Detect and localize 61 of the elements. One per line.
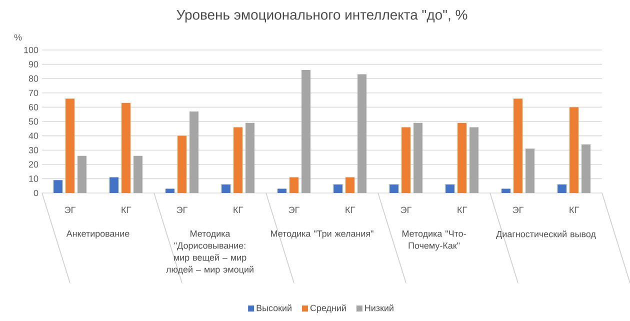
text: Диагностический вывод (496, 230, 596, 239)
legend-label: Низкий (365, 304, 394, 312)
y-tick-label: 30 (28, 146, 38, 154)
bar (54, 180, 63, 193)
bar (514, 98, 523, 193)
bar (66, 98, 75, 193)
y-tick-label: 20 (28, 161, 38, 168)
bar (570, 107, 579, 193)
x-tick-label: ЭГ (400, 206, 412, 214)
bar (334, 184, 343, 193)
y-tick-label: 100 (24, 46, 38, 54)
bar (110, 177, 119, 193)
bar (446, 184, 455, 193)
text: Методика "Дорисовывание: мир вещей – мир людей – мир эмоций (166, 230, 254, 274)
bar (122, 102, 131, 193)
bar (222, 184, 231, 193)
bar (178, 136, 187, 193)
y-axis-title: % (14, 34, 22, 40)
bar (402, 127, 411, 193)
x-tick-label: ЭГ (176, 206, 188, 214)
x-tick-label: КГ (234, 206, 243, 213)
legend-label: Высокий (256, 304, 292, 312)
bar (358, 74, 367, 193)
x-tick-label: ЭГ (512, 206, 524, 214)
x-tick-label: ЭГ (288, 206, 300, 214)
bar (190, 111, 199, 193)
bar (134, 156, 143, 193)
bar (290, 177, 299, 193)
chart-title: Уровень эмоционального интеллекта "до", % (176, 10, 468, 22)
bar (470, 127, 479, 193)
x-tick-label: КГ (346, 206, 355, 213)
x-tick-label: ЭГ (64, 206, 76, 214)
legend-label: Средний (310, 304, 346, 313)
bar (234, 127, 243, 193)
bar (582, 144, 591, 193)
y-tick-label: 50 (28, 118, 38, 125)
y-tick-label: 10 (29, 176, 38, 182)
y-tick-label: 0 (34, 190, 38, 196)
text: Методика "Что-Почему-Как" (402, 230, 466, 251)
bar (526, 148, 535, 193)
y-tick-label: 40 (28, 132, 38, 139)
y-tick-label: 70 (28, 90, 38, 96)
y-tick-label: 60 (28, 104, 38, 110)
bar (78, 156, 87, 193)
text: Методика "Три желания" (271, 230, 374, 239)
x-tick-label: КГ (122, 206, 131, 213)
bar (558, 184, 567, 193)
bar (414, 122, 423, 193)
bar (278, 188, 287, 193)
bar (166, 188, 175, 193)
bar (302, 70, 311, 193)
bar (390, 184, 399, 193)
x-tick-label: КГ (570, 206, 579, 213)
y-tick-label: 90 (28, 61, 38, 68)
x-tick-label: КГ (458, 206, 467, 213)
bar (346, 177, 355, 193)
bar (502, 188, 511, 193)
bar (458, 122, 467, 193)
bar (246, 122, 255, 193)
y-tick-label: 80 (28, 75, 38, 82)
text: Анкетирование (66, 230, 130, 239)
